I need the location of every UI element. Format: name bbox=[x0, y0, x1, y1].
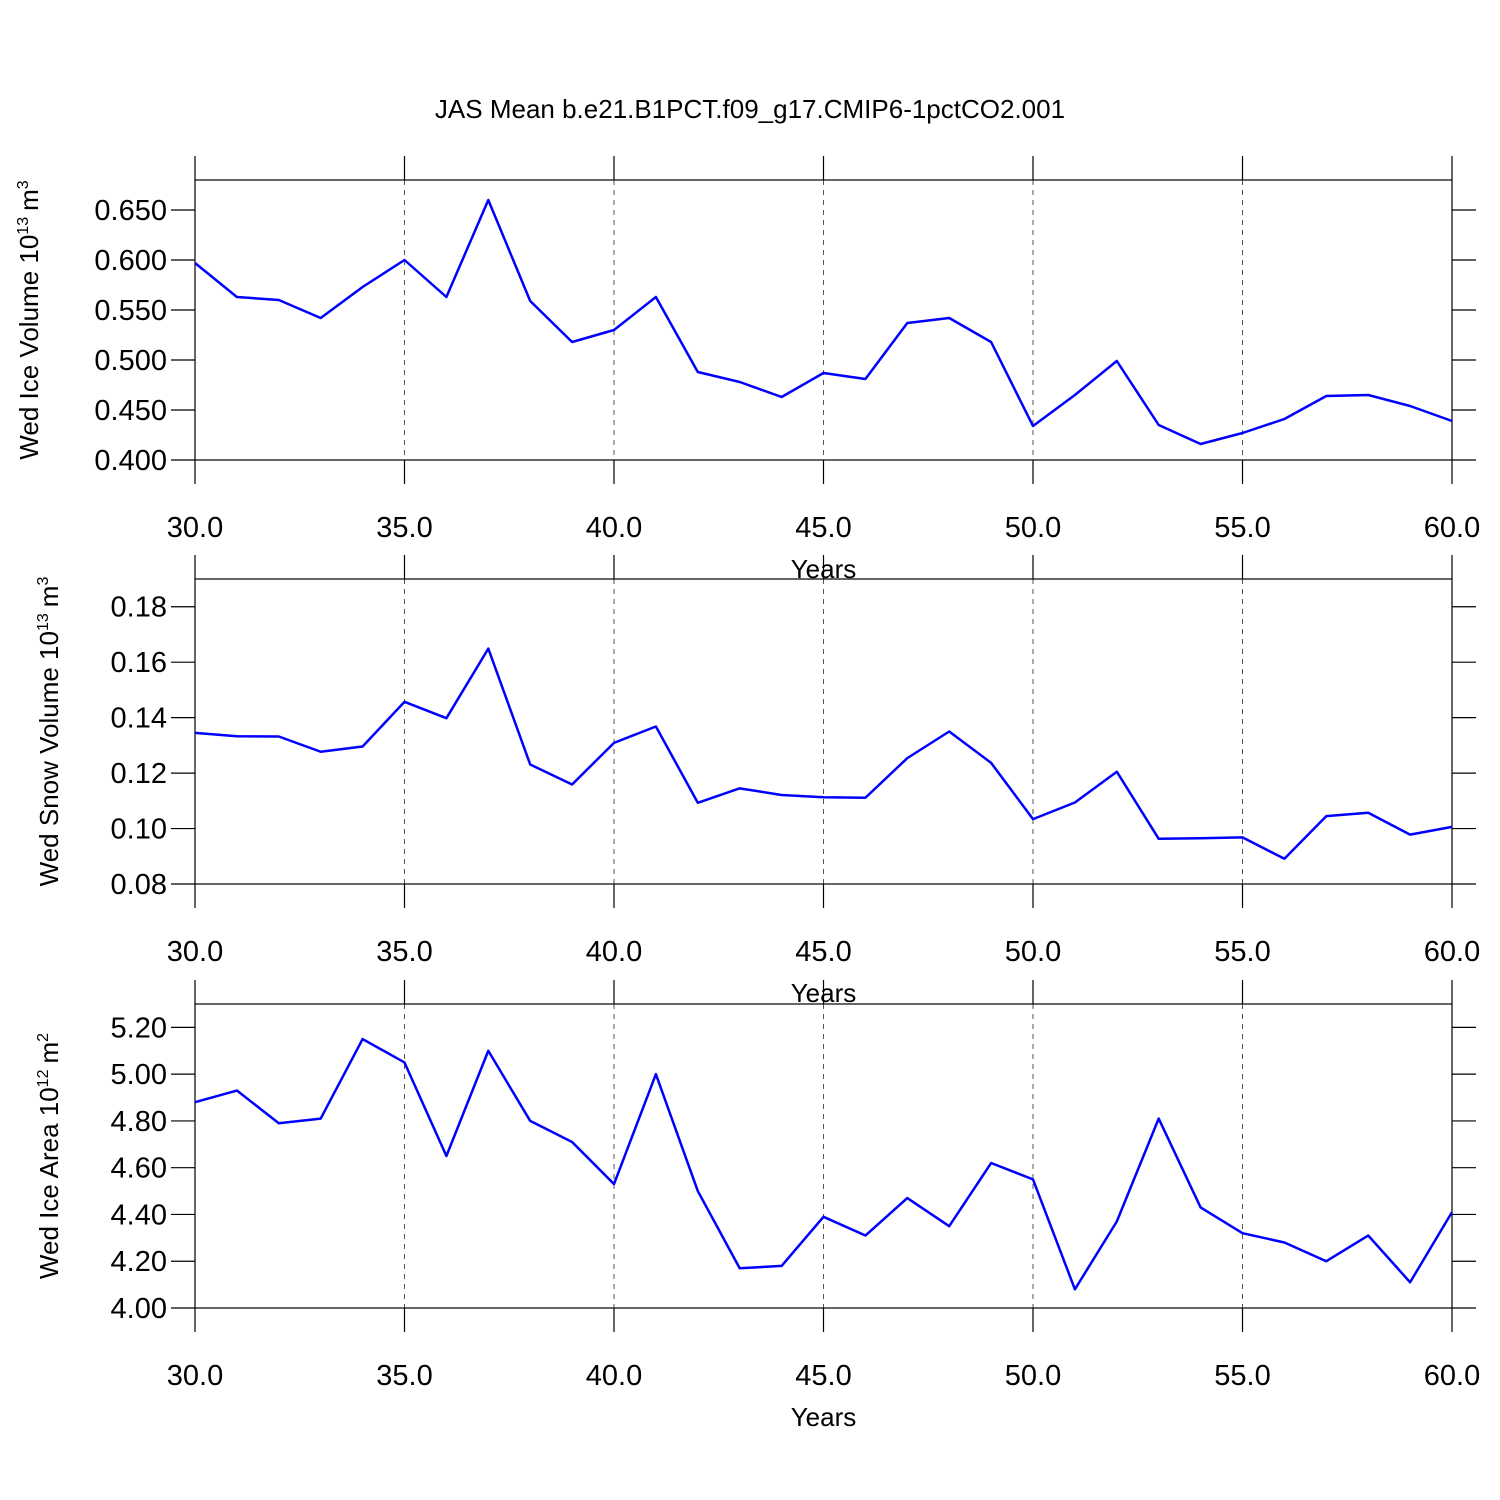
y-tick-label: 0.16 bbox=[111, 647, 167, 679]
y-tick-label: 5.20 bbox=[111, 1012, 167, 1044]
y-tick-label: 0.450 bbox=[94, 395, 167, 427]
y-axis-label-exponent: 13 bbox=[15, 217, 32, 235]
x-tick-label: 55.0 bbox=[1214, 512, 1270, 544]
x-tick-label: 60.0 bbox=[1424, 512, 1480, 544]
x-tick-label: 35.0 bbox=[376, 1360, 432, 1392]
y-axis-label-text: Wed Ice Volume 10 bbox=[14, 235, 44, 460]
y-tick-label: 0.500 bbox=[94, 345, 167, 377]
y-axis-label-unit: m bbox=[14, 189, 44, 211]
y-axis-label-exponent: 13 bbox=[35, 613, 52, 631]
x-tick-label: 55.0 bbox=[1214, 1360, 1270, 1392]
y-tick-label: 0.600 bbox=[94, 245, 167, 277]
x-tick-label: 40.0 bbox=[586, 512, 642, 544]
y-axis-label-unit-exponent: 2 bbox=[35, 1033, 52, 1042]
x-tick-label: 30.0 bbox=[167, 936, 223, 968]
y-tick-label: 4.20 bbox=[111, 1246, 167, 1278]
y-tick-label: 4.40 bbox=[111, 1199, 167, 1231]
y-axis-label-exponent: 12 bbox=[35, 1069, 52, 1087]
data-line bbox=[194, 647, 1453, 861]
chart-title: JAS Mean b.e21.B1PCT.f09_g17.CMIP6-1pctC… bbox=[435, 94, 1065, 124]
x-tick-label: 45.0 bbox=[795, 936, 851, 968]
data-line bbox=[194, 1037, 1454, 1291]
y-axis-label-text: Wed Ice Area 10 bbox=[34, 1087, 64, 1279]
y-axis-label: Wed Ice Area 1012 m2 bbox=[34, 1033, 64, 1279]
x-tick-label: 30.0 bbox=[167, 512, 223, 544]
x-tick-label: 40.0 bbox=[586, 936, 642, 968]
plot-frame bbox=[194, 578, 1453, 885]
y-tick-label: 0.08 bbox=[111, 869, 167, 901]
x-tick-label: 45.0 bbox=[795, 1360, 851, 1392]
y-axis-label: Wed Snow Volume 1013 m3 bbox=[34, 577, 64, 887]
x-tick-label: 50.0 bbox=[1005, 1360, 1061, 1392]
x-tick-label: 55.0 bbox=[1214, 936, 1270, 968]
y-tick-label: 0.650 bbox=[94, 195, 167, 227]
y-axis-label-unit-exponent: 3 bbox=[15, 180, 32, 189]
x-tick-label: 35.0 bbox=[376, 936, 432, 968]
x-tick-label: 45.0 bbox=[795, 512, 851, 544]
y-tick-label: 0.14 bbox=[111, 703, 167, 735]
y-axis-label: Wed Ice Volume 1013 m3 bbox=[14, 180, 44, 459]
y-tick-label: 0.550 bbox=[94, 295, 167, 327]
y-tick-label: 0.400 bbox=[94, 445, 167, 477]
plot-frame bbox=[194, 179, 1453, 461]
y-tick-label: 0.12 bbox=[111, 758, 167, 790]
y-tick-label: 0.18 bbox=[111, 592, 167, 624]
y-tick-label: 4.80 bbox=[111, 1106, 167, 1138]
y-axis-label-unit: m bbox=[34, 1042, 64, 1064]
y-axis-label-unit-exponent: 3 bbox=[35, 577, 52, 586]
data-line bbox=[194, 198, 1453, 446]
x-tick-label: 30.0 bbox=[167, 1360, 223, 1392]
y-axis-label-text: Wed Snow Volume 10 bbox=[34, 631, 64, 886]
x-tick-label: 50.0 bbox=[1005, 936, 1061, 968]
x-tick-label: 60.0 bbox=[1424, 1360, 1480, 1392]
x-tick-label: 40.0 bbox=[586, 1360, 642, 1392]
y-tick-label: 4.00 bbox=[111, 1293, 167, 1325]
x-tick-label: 50.0 bbox=[1005, 512, 1061, 544]
y-tick-label: 4.60 bbox=[111, 1153, 167, 1185]
plot-frame bbox=[194, 1003, 1453, 1309]
x-tick-label: 60.0 bbox=[1424, 936, 1480, 968]
x-tick-label: 35.0 bbox=[376, 512, 432, 544]
y-tick-label: 5.00 bbox=[111, 1059, 167, 1091]
y-tick-label: 0.10 bbox=[111, 814, 167, 846]
x-axis-label: Years bbox=[791, 1402, 857, 1432]
y-axis-label-unit: m bbox=[34, 586, 64, 608]
